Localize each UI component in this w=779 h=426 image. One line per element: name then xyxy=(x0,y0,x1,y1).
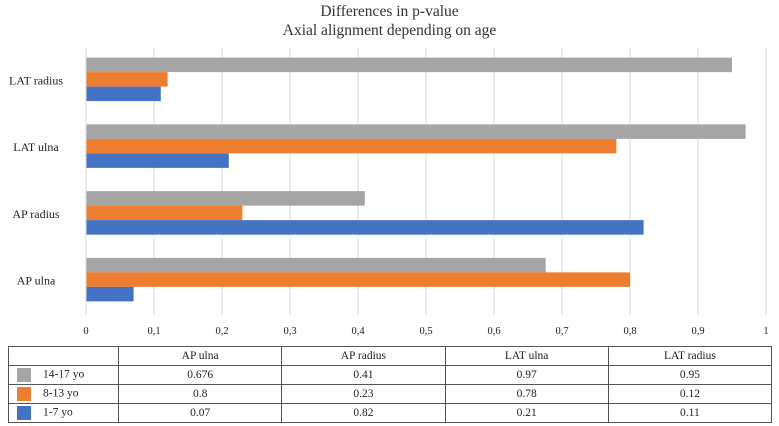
x-tick-label: 0,5 xyxy=(419,326,432,337)
table-header: AP radius xyxy=(281,346,446,366)
bar xyxy=(86,205,243,221)
legend-swatch xyxy=(17,387,31,401)
x-tick-label: 1 xyxy=(763,326,768,337)
bar-chart: 0 0,1 0,2 0,3 0,4 0,5 0,6 0,7 0,8 0,9 1 AP ulna AP r… xyxy=(9,48,769,337)
y-category-label: AP ulna xyxy=(17,274,56,288)
table-cell: 0.07 xyxy=(117,403,283,423)
table-cell: 0.95 xyxy=(607,365,773,385)
bar xyxy=(86,191,365,206)
series-name: 1-7 yo xyxy=(43,406,73,419)
legend-swatch xyxy=(17,406,31,420)
x-tick-label: 0,7 xyxy=(555,326,568,337)
x-tick-label: 0 xyxy=(83,326,88,337)
table-cell: 0.11 xyxy=(607,403,773,423)
table-header: LAT ulna xyxy=(444,346,609,366)
x-tick-label: 0,8 xyxy=(623,326,636,337)
table-cell: 0.676 xyxy=(117,365,283,385)
bar xyxy=(86,72,168,87)
table-cell: 0.21 xyxy=(444,403,609,423)
bar xyxy=(86,86,161,102)
x-tick-label: 0,6 xyxy=(487,326,500,337)
table-cell: 0.23 xyxy=(281,384,446,404)
bar xyxy=(86,272,630,287)
bar xyxy=(86,138,617,154)
chart-subtitle: Axial alignment depending on age xyxy=(282,22,497,39)
bar xyxy=(86,124,746,139)
bar xyxy=(86,257,546,273)
y-category-label: LAT ulna xyxy=(13,140,59,154)
table-cell: 0.78 xyxy=(444,384,609,404)
y-category-label: LAT radius xyxy=(9,73,63,87)
x-tick-label: 0,3 xyxy=(283,326,296,337)
table-header: LAT radius xyxy=(607,346,773,366)
bar xyxy=(86,286,134,302)
bar xyxy=(86,220,644,235)
bar xyxy=(86,57,732,73)
series-label-cell: 14-17 yo xyxy=(8,365,119,385)
table-header-row: AP ulna AP radius LAT ulna LAT radius xyxy=(8,346,773,366)
table-row: 1-7 yo 0.07 0.82 0.21 0.11 xyxy=(8,403,773,423)
chart-title-block: Differences in p-value Axial alignment d… xyxy=(0,2,779,40)
series-label-cell: 1-7 yo xyxy=(8,403,119,423)
table-row: 14-17 yo 0.676 0.41 0.97 0.95 xyxy=(8,365,773,385)
table-cell: 0.82 xyxy=(281,403,446,423)
x-tick-label: 0,9 xyxy=(691,326,704,337)
y-category-label: AP radius xyxy=(12,207,60,221)
table-header: AP ulna xyxy=(117,346,283,366)
table-cell: 0.12 xyxy=(607,384,773,404)
chart-title: Differences in p-value xyxy=(320,3,459,20)
x-tick-label: 0,2 xyxy=(215,326,228,337)
table-corner xyxy=(8,346,119,366)
table-cell: 0.8 xyxy=(117,384,283,404)
table-cell: 0.97 xyxy=(444,365,609,385)
series-label-cell: 8-13 yo xyxy=(8,384,119,404)
legend-swatch xyxy=(17,368,31,382)
series-name: 14-17 yo xyxy=(43,368,85,381)
x-tick-label: 0,1 xyxy=(147,326,160,337)
table-cell: 0.41 xyxy=(281,365,446,385)
table-row: 8-13 yo 0.8 0.23 0.78 0.12 xyxy=(8,384,773,404)
data-table: AP ulna AP radius LAT ulna LAT radius 14… xyxy=(8,346,773,423)
series-name: 8-13 yo xyxy=(43,387,79,400)
x-tick-label: 0,4 xyxy=(351,326,365,337)
bar xyxy=(86,153,229,168)
